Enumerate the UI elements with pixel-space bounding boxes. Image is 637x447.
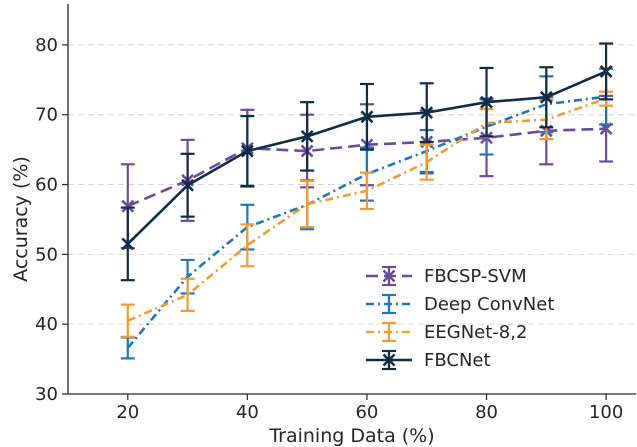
y-tick-label: 80	[35, 35, 58, 56]
y-tick-label: 70	[35, 105, 58, 126]
x-tick-label: 20	[116, 402, 139, 423]
x-tick-label: 100	[589, 402, 623, 423]
data-point	[420, 106, 434, 120]
series-fbcnet	[120, 42, 614, 282]
y-tick-label: 40	[35, 314, 58, 335]
y-tick-label: 60	[35, 175, 58, 196]
axes: 30 40 50 60 70 80 20 40 60 80 100	[35, 4, 636, 423]
series-line	[127, 97, 607, 322]
legend: FBCSP-SVM Deep ConvNet EEGNet-8,2 FBCNet	[366, 265, 554, 371]
data-point	[181, 178, 194, 192]
grid	[68, 44, 636, 325]
legend-label: FBCNet	[424, 350, 491, 371]
data-point	[599, 65, 613, 78]
data-point	[121, 237, 135, 251]
legend-marker	[382, 269, 396, 283]
legend-item: Deep ConvNet	[366, 293, 554, 315]
legend-label: Deep ConvNet	[424, 294, 554, 315]
data-point	[480, 95, 493, 109]
legend-marker	[382, 353, 396, 367]
legend-item: FBCSP-SVM	[366, 265, 527, 287]
y-tick-label: 30	[35, 384, 58, 405]
data-point	[300, 129, 314, 143]
legend-item: EEGNet-8,2	[366, 321, 527, 343]
y-tick-label: 50	[35, 244, 58, 265]
data-point	[360, 110, 374, 124]
legend-label: FBCSP-SVM	[424, 266, 527, 287]
legend-item: FBCNet	[366, 349, 491, 371]
x-tick-label: 60	[355, 402, 378, 423]
x-axis-label: Training Data (%)	[268, 425, 434, 447]
x-tick-label: 40	[236, 402, 259, 423]
data-point	[121, 199, 135, 213]
data-point	[240, 144, 254, 158]
x-tick-label: 80	[475, 402, 498, 423]
legend-label: EEGNet-8,2	[424, 322, 527, 343]
data-point	[539, 90, 553, 104]
series-eegnet-8-2	[120, 90, 614, 338]
series-layer	[120, 42, 614, 360]
y-axis-label: Accuracy (%)	[10, 156, 32, 282]
